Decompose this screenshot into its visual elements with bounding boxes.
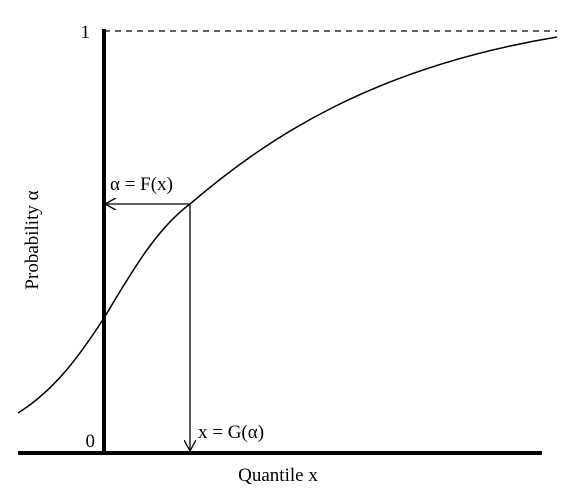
y-axis-label: Probability α <box>22 190 43 289</box>
forward-label: α = F(x) <box>110 174 173 195</box>
y-bottom-label: 0 <box>86 431 96 452</box>
inverse-label: x = G(α) <box>198 422 264 443</box>
x-axis-label: Quantile x <box>238 465 318 486</box>
cdf-curve <box>17 36 558 414</box>
y-top-label: 1 <box>81 22 91 43</box>
